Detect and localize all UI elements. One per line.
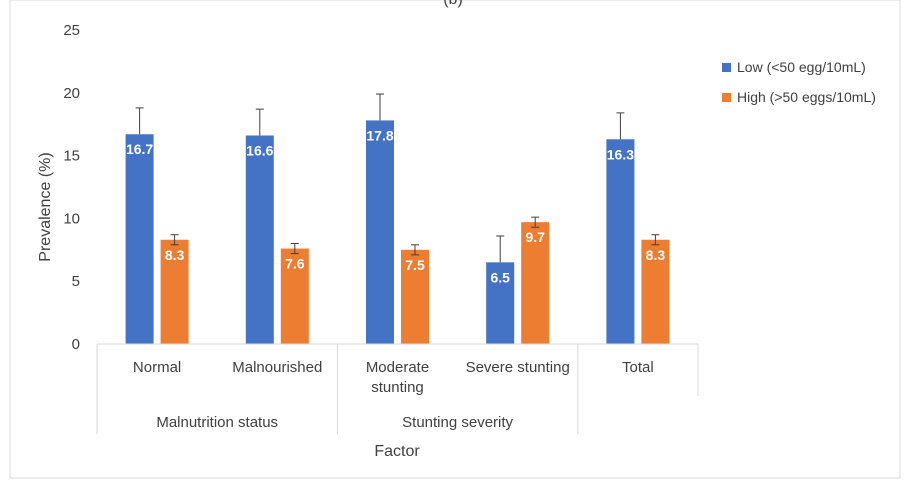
- bar-s0-c0: [125, 134, 154, 344]
- chart-title: (b): [443, 0, 463, 8]
- y-tick-label-2: 10: [63, 210, 80, 227]
- legend: Low (<50 egg/10mL) High (>50 eggs/10mL): [722, 59, 876, 105]
- x-group-label-1: Stunting severity: [402, 414, 513, 431]
- y-axis-title: Prevalence (%): [37, 152, 54, 261]
- x-category-label-3: Severe stunting: [466, 359, 570, 376]
- y-tick-label-4: 20: [63, 85, 80, 102]
- x-category-label-2: Moderate stunting: [366, 359, 429, 396]
- bar-s0-c2: [366, 120, 394, 344]
- bar-s0-c4: [606, 139, 635, 344]
- data-label-s1-c1: 7.6: [285, 256, 305, 272]
- y-tick-label-3: 15: [63, 148, 80, 165]
- x-category-label-0: Normal: [133, 359, 181, 376]
- data-label-s1-c2: 7.5: [405, 257, 425, 273]
- data-label-s1-c0: 8.3: [165, 247, 185, 263]
- chart-border: [9, 0, 901, 479]
- data-label-s1-c4: 8.3: [646, 247, 666, 263]
- data-label-s0-c3: 6.5: [490, 269, 510, 285]
- y-tick-label-0: 0: [72, 336, 80, 353]
- x-group-label-0: Malnutrition status: [156, 414, 278, 431]
- data-label-s0-c0: 16.7: [126, 141, 153, 157]
- x-axis: Normal Malnourished Moderate stunting Severe…: [96, 343, 699, 434]
- legend-swatch-0: [722, 63, 731, 72]
- legend-label-0: Low (<50 egg/10mL): [737, 59, 866, 75]
- bar-s1-c0: [160, 239, 189, 344]
- bar-s1-c3: [521, 222, 550, 344]
- bar-s0-c3: [486, 262, 515, 344]
- data-label-s0-c1: 16.6: [246, 143, 273, 159]
- x-category-label-4: Total: [622, 359, 654, 376]
- legend-swatch-1: [722, 93, 731, 102]
- data-label-s0-c4: 16.3: [607, 146, 634, 162]
- y-tick-label-5: 25: [63, 22, 80, 39]
- y-tick-label-1: 5: [72, 273, 80, 290]
- x-category-label-1: Malnourished: [232, 359, 322, 376]
- bars-layer: 16.7 16.6 17.8 6.5 16.3 8.3 7.6 7.5 9.7 8.3: [125, 93, 670, 344]
- data-label-s0-c2: 17.8: [366, 127, 393, 143]
- bar-s1-c1: [280, 248, 309, 344]
- bar-s1-c2: [401, 249, 429, 344]
- y-axis: 0 5 10 15 20 25: [63, 22, 80, 353]
- bar-s0-c1: [245, 135, 274, 344]
- x-axis-title: Factor: [374, 443, 420, 460]
- data-label-s1-c3: 9.7: [525, 229, 545, 245]
- bar-s1-c4: [641, 239, 670, 344]
- legend-label-1: High (>50 eggs/10mL): [737, 89, 876, 105]
